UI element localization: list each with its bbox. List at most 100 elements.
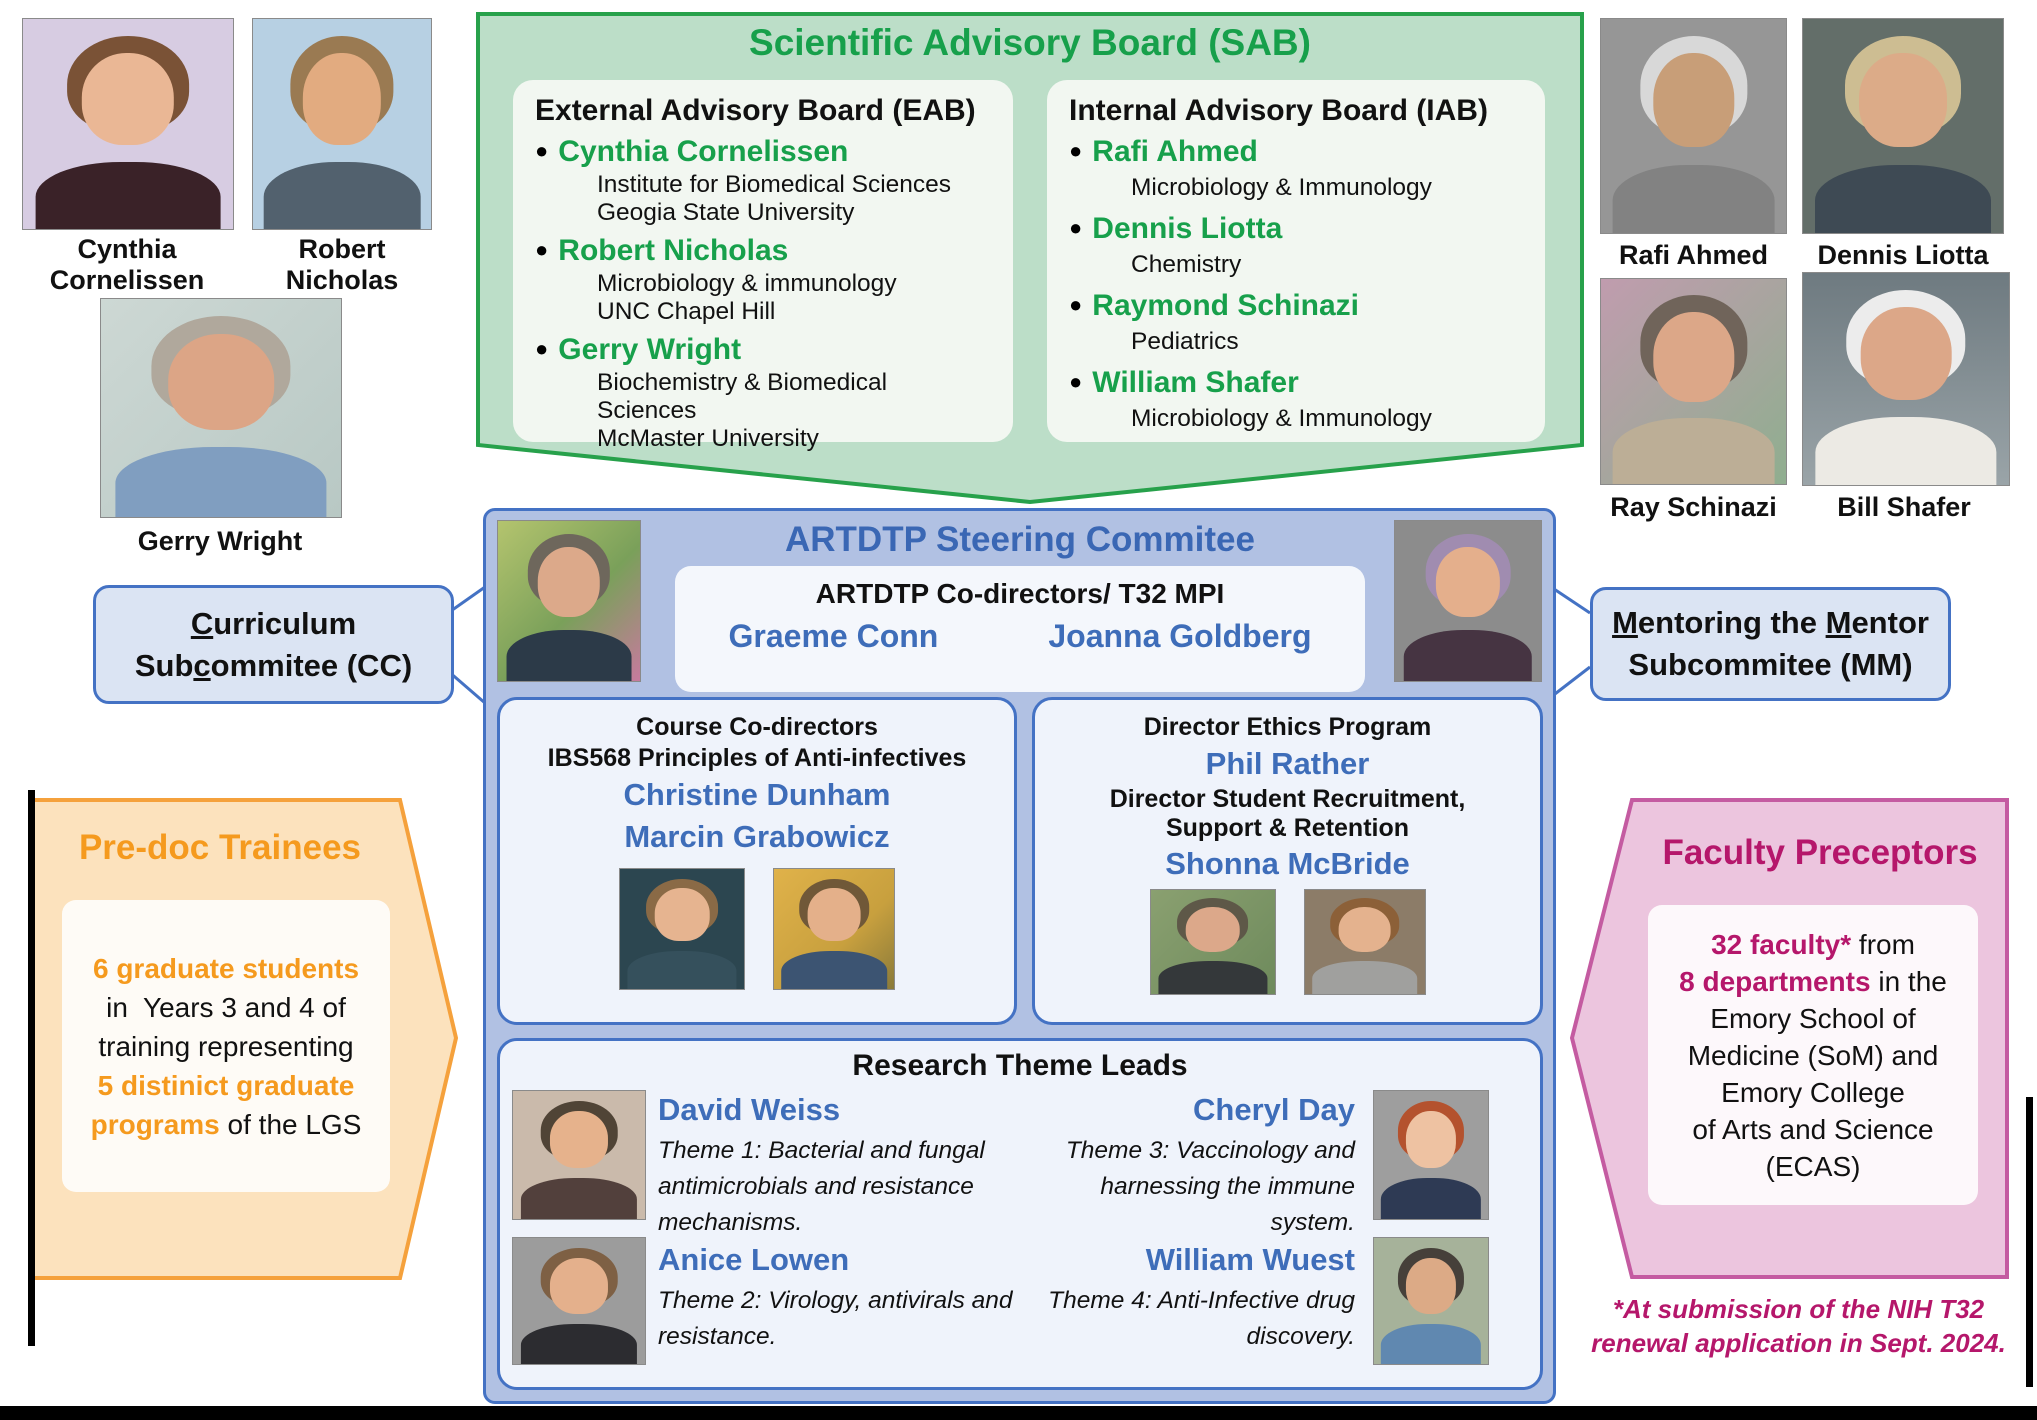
label-cynthia-cornelissen: Cynthia Cornelissen bbox=[49, 234, 205, 295]
eab-member-name-text: Cynthia Cornelissen bbox=[558, 135, 849, 168]
eab-member-institution: Geogia State University bbox=[597, 199, 855, 226]
cc-underlined-letter: C bbox=[190, 605, 214, 641]
mm-underlined-letter2: M bbox=[1825, 605, 1852, 641]
predoc-count-programs: 5 distinict graduate bbox=[97, 1069, 355, 1101]
theme-lead-name-david-weiss: David Weiss bbox=[658, 1092, 841, 1127]
iab-member-department: Microbiology & Immunology bbox=[1131, 405, 1432, 432]
iab-member-name-text: William Shafer bbox=[1092, 366, 1299, 399]
photo-rafi-ahmed bbox=[1600, 18, 1787, 234]
mm-line2: Subcommitee (MM) bbox=[1628, 647, 1913, 682]
footnote-line2: renewal application in Sept. 2024. bbox=[1591, 1328, 2006, 1358]
ethics-panel: Director Ethics Program Phil Rather Dire… bbox=[1032, 697, 1543, 1025]
left-black-edge bbox=[28, 790, 35, 1346]
faculty-line1: 32 faculty* from bbox=[1648, 926, 1978, 963]
theme-4-description: Theme 4: Anti-Infective drug discovery. bbox=[1048, 1287, 1355, 1350]
faculty-footnote: *At submission of the NIH T32 renewal ap… bbox=[1560, 1292, 2037, 1360]
cc-connector-top bbox=[447, 585, 486, 615]
eab-member-name-text: Robert Nicholas bbox=[558, 234, 789, 267]
iab-member-department: Chemistry bbox=[1131, 251, 1242, 278]
photo-ray-schinazi bbox=[1600, 278, 1787, 485]
bullet-icon: ● bbox=[535, 237, 549, 262]
iab-member-name-text: Rafi Ahmed bbox=[1092, 135, 1258, 168]
iab-member-name: ● Rafi Ahmed bbox=[1069, 132, 1525, 171]
faculty-preceptors-body: 32 faculty* from 8 departments in the Em… bbox=[1648, 905, 1978, 1205]
photo-robert-nicholas bbox=[252, 18, 432, 230]
predoc-trainees-body: 6 graduate students in Years 3 and 4 of … bbox=[62, 900, 390, 1192]
iab-member-department: Microbiology & Immunology bbox=[1131, 174, 1432, 201]
predoc-line4: 5 distinict graduate bbox=[62, 1066, 390, 1105]
eab-member: ● Gerry Wright Biochemistry & Biomedical … bbox=[535, 330, 993, 453]
theme-2-block: Anice Lowen Theme 2: Virology, antiviral… bbox=[658, 1242, 1028, 1355]
ethics-role2-line2: Support & Retention bbox=[1165, 814, 1410, 842]
eab-member-name: ● Robert Nicholas bbox=[535, 231, 993, 270]
bullet-icon: ● bbox=[1069, 369, 1083, 394]
photo-phil-rather bbox=[1149, 889, 1276, 995]
predoc-programs-word: programs bbox=[90, 1108, 220, 1140]
curriculum-subcommittee-label: Curriculum Subcommitee (CC) bbox=[135, 603, 412, 687]
faculty-line1-rest: from bbox=[1851, 928, 1915, 960]
photo-marcin-grabowicz bbox=[773, 868, 895, 990]
eab-member-affiliation: Institute for Biomedical Sciences bbox=[597, 171, 952, 198]
cc-connector-bottom bbox=[447, 669, 486, 705]
faculty-line7: (ECAS) bbox=[1765, 1150, 1861, 1182]
mm-line1-mid: entoring the bbox=[1637, 605, 1826, 641]
faculty-line2: 8 departments in the bbox=[1648, 963, 1978, 1000]
mm-connector-top bbox=[1550, 585, 1591, 615]
eab-member-institution: McMaster University bbox=[597, 425, 819, 452]
faculty-count: 32 faculty* bbox=[1711, 928, 1852, 960]
bullet-icon: ● bbox=[535, 138, 549, 163]
faculty-line5: Emory College bbox=[1721, 1076, 1905, 1108]
bottom-black-bar bbox=[0, 1406, 2037, 1420]
photo-shonna-mcbride bbox=[1303, 889, 1426, 995]
photo-william-wuest bbox=[1373, 1237, 1489, 1365]
ethics-role1: Director Ethics Program bbox=[1143, 713, 1432, 741]
iab-member: ● Raymond Schinazi Pediatrics bbox=[1069, 286, 1525, 359]
photo-david-weiss bbox=[512, 1090, 646, 1220]
sab-title: Scientific Advisory Board (SAB) bbox=[749, 22, 1311, 63]
iab-member-name-text: Raymond Schinazi bbox=[1092, 289, 1360, 322]
photo-joanna-goldberg bbox=[1394, 520, 1542, 682]
research-theme-leads-title: Research Theme Leads bbox=[852, 1049, 1188, 1082]
label-ray-schinazi: Ray Schinazi bbox=[1610, 492, 1777, 522]
faculty-line4: Medicine (SoM) and bbox=[1687, 1039, 1939, 1071]
right-black-edge bbox=[2026, 1097, 2033, 1387]
iab-member-name-text: Dennis Liotta bbox=[1092, 212, 1283, 245]
mm-connector-bottom bbox=[1550, 665, 1591, 699]
theme-3-description: Theme 3: Vaccinology and harnessing the … bbox=[1065, 1137, 1355, 1236]
theme-lead-name-william-wuest: William Wuest bbox=[1145, 1242, 1355, 1277]
course-name-christine-dunham: Christine Dunham bbox=[623, 777, 891, 812]
bullet-icon: ● bbox=[1069, 292, 1083, 317]
iab-header: Internal Advisory Board (IAB) bbox=[1069, 94, 1488, 127]
photo-gerry-wright bbox=[100, 298, 342, 518]
course-codirectors-panel: Course Co-directors IBS568 Principles of… bbox=[497, 697, 1017, 1025]
cc-underlined-letter2: c bbox=[193, 647, 211, 683]
photo-anice-lowen bbox=[512, 1237, 646, 1365]
eab-member-institution: UNC Chapel Hill bbox=[597, 298, 776, 325]
photo-cynthia-cornelissen bbox=[22, 18, 234, 230]
photo-dennis-liotta bbox=[1802, 18, 2004, 234]
iab-member-name: ● Raymond Schinazi bbox=[1069, 286, 1525, 325]
steering-title: ARTDTP Steering Commitee bbox=[785, 520, 1255, 559]
predoc-line5: programs of the LGS bbox=[62, 1105, 390, 1144]
ethics-name-shonna-mcbride: Shonna McBride bbox=[1165, 846, 1410, 881]
bullet-icon: ● bbox=[1069, 138, 1083, 163]
photo-bill-shafer bbox=[1802, 272, 2010, 486]
faculty-preceptors-title: Faculty Preceptors bbox=[1662, 833, 1978, 872]
course-header-line1: Course Co-directors bbox=[636, 713, 878, 741]
photo-christine-dunham bbox=[619, 868, 745, 990]
codirectors-box: ARTDTP Co-directors/ T32 MPI Graeme Conn… bbox=[675, 566, 1365, 692]
iab-member-name: ● Dennis Liotta bbox=[1069, 209, 1525, 248]
eab-member-name: ● Cynthia Cornelissen bbox=[535, 132, 993, 171]
course-header-line2: IBS568 Principles of Anti-infectives bbox=[547, 744, 967, 772]
iab-member-name: ● William Shafer bbox=[1069, 363, 1525, 402]
iab-member: ● William Shafer Microbiology & Immunolog… bbox=[1069, 363, 1525, 436]
ethics-role2-line1: Director Student Recruitment, bbox=[1109, 785, 1466, 813]
photo-graeme-conn bbox=[497, 520, 641, 682]
footnote-line1: *At submission of the NIH T32 bbox=[1612, 1294, 1985, 1324]
theme-2-description: Theme 2: Virology, antivirals and resist… bbox=[658, 1287, 1013, 1350]
bullet-icon: ● bbox=[535, 336, 549, 361]
theme-1-block: David Weiss Theme 1: Bacterial and funga… bbox=[658, 1092, 1028, 1241]
eab-member-name-text: Gerry Wright bbox=[558, 333, 742, 366]
label-bill-shafer: Bill Shafer bbox=[1837, 492, 1971, 522]
label-rafi-ahmed: Rafi Ahmed bbox=[1618, 240, 1768, 270]
